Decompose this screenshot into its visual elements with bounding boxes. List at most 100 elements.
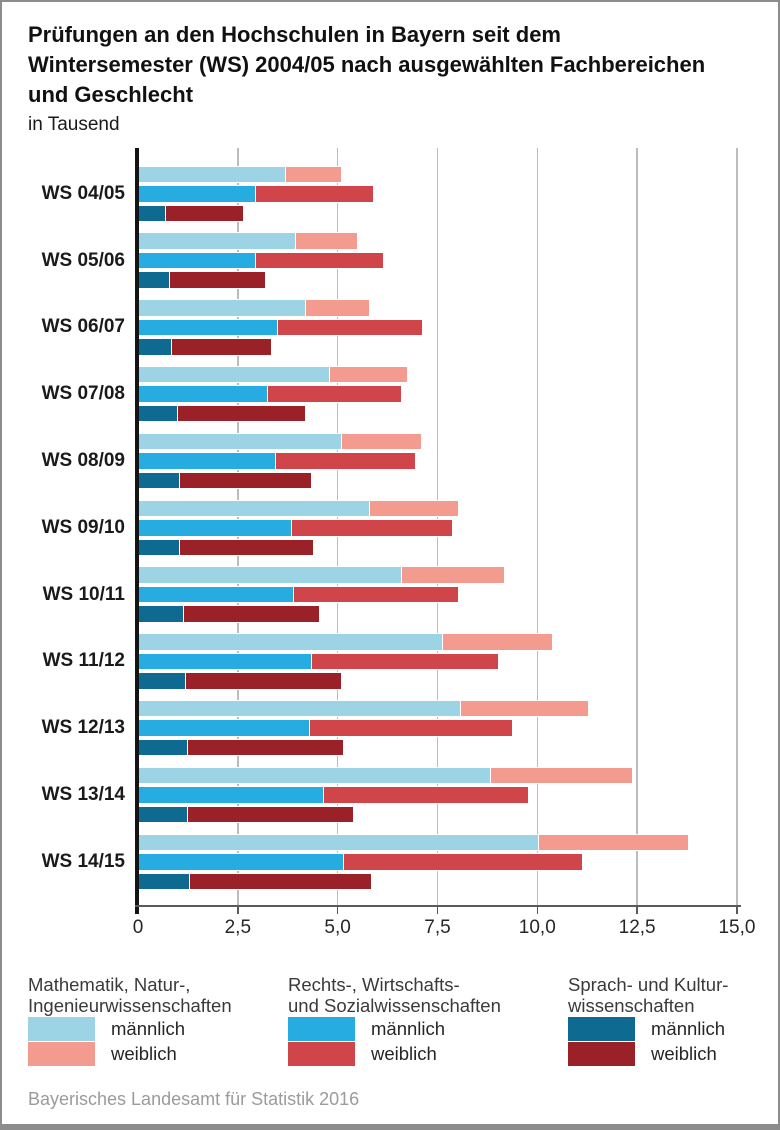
- bar-segment-weiblich: [343, 853, 584, 871]
- bar-segment-maennlich: [138, 699, 462, 718]
- bar-segment-weiblich: [165, 204, 244, 222]
- bar-segment-weiblich: [267, 385, 402, 403]
- legend-item-label: weiblich: [651, 1043, 717, 1064]
- bar-segment-weiblich: [323, 786, 530, 804]
- bar-segment-weiblich: [369, 499, 460, 517]
- legend-item: weiblich: [288, 1042, 540, 1066]
- legend-group-title: Sprach- und Kultur- wissenschaften: [568, 974, 729, 1016]
- bar-segment-weiblich: [285, 165, 342, 183]
- category-label: WS 07/08: [41, 383, 125, 405]
- bar-segment-weiblich: [255, 185, 374, 203]
- axis-tick: [736, 905, 738, 914]
- gridline: [536, 148, 539, 905]
- x-tick-label: 15,0: [718, 917, 756, 938]
- x-tick-label: 2,5: [224, 917, 252, 938]
- legend-item: männlich: [28, 1017, 280, 1041]
- legend-item-label: männlich: [651, 1018, 726, 1039]
- legend-swatch: [28, 1017, 95, 1041]
- page-title-line-3: und Geschlecht: [28, 82, 194, 107]
- axis-tick: [237, 905, 239, 914]
- legend-item-label: weiblich: [111, 1043, 177, 1064]
- axis-tick: [636, 905, 638, 914]
- category-label: WS 06/07: [41, 316, 125, 338]
- legend-item: männlich: [288, 1017, 540, 1041]
- page-title-line-1: Prüfungen an den Hochschulen in Bayern s…: [28, 22, 561, 47]
- legend-swatch: [28, 1042, 95, 1066]
- bar-segment-weiblich: [185, 672, 342, 690]
- legend-swatch: [288, 1042, 355, 1066]
- bar-segment-weiblich: [539, 833, 690, 851]
- bar-segment-weiblich: [305, 299, 370, 317]
- bar-segment-weiblich: [491, 766, 634, 785]
- frame-border-right: [778, 0, 780, 1130]
- x-tick-label: 10,0: [518, 917, 556, 938]
- bar-segment-weiblich: [179, 538, 314, 556]
- legend-item: weiblich: [28, 1042, 280, 1066]
- category-label: WS 14/15: [41, 850, 125, 872]
- legend-swatch: [568, 1042, 635, 1066]
- bar-segment-maennlich: [138, 833, 540, 851]
- x-tick-label: 0: [132, 917, 144, 938]
- frame-border-bottom: [0, 1124, 780, 1130]
- legend-item-label: weiblich: [371, 1043, 437, 1064]
- bar-segment-weiblich: [277, 318, 424, 337]
- bar-segment-weiblich: [341, 432, 422, 451]
- axis-tick: [536, 905, 539, 914]
- frame-border-top: [0, 0, 780, 2]
- legend-item-label: männlich: [111, 1018, 186, 1039]
- legend-swatch: [568, 1017, 635, 1041]
- legend-group: Sprach- und Kultur- wissenschaften männli…: [568, 974, 780, 1066]
- gridline: [736, 148, 738, 905]
- legend-group: Mathematik, Natur-, Ingenieurwissenschaf…: [28, 974, 280, 1066]
- legend-group: Rechts-, Wirtschafts- und Sozialwissensc…: [288, 974, 540, 1066]
- legend-item: weiblich: [568, 1042, 780, 1066]
- bar-segment-weiblich: [187, 805, 354, 824]
- bar-segment-weiblich: [187, 738, 344, 757]
- gridline: [636, 148, 638, 905]
- x-tick-label: 5,0: [324, 917, 351, 938]
- x-axis-line: [134, 905, 742, 907]
- category-label: WS 04/05: [41, 182, 125, 204]
- legend-group-title: Rechts-, Wirtschafts- und Sozialwissensc…: [288, 974, 501, 1016]
- legend-group-title: Mathematik, Natur-, Ingenieurwissenschaf…: [28, 974, 232, 1016]
- bar-segment-weiblich: [443, 633, 554, 651]
- category-label: WS 08/09: [41, 449, 125, 471]
- legend-item: männlich: [568, 1017, 780, 1041]
- bar-segment-weiblich: [291, 519, 454, 537]
- source-note: Bayerisches Landesamt für Statistik 2016: [28, 1089, 360, 1109]
- bar-segment-weiblich: [461, 699, 590, 718]
- chart-header: Prüfungen an den Hochschulen in Bayern s…: [28, 20, 763, 138]
- bar-segment-weiblich: [177, 404, 306, 423]
- bar-segment-weiblich: [311, 652, 500, 671]
- bar-segment-weiblich: [309, 719, 514, 737]
- bar-segment-weiblich: [293, 585, 460, 604]
- category-label: WS 05/06: [41, 249, 125, 271]
- category-label: WS 09/10: [41, 516, 125, 538]
- x-tick-label: 7,5: [424, 917, 451, 938]
- axis-tick: [436, 905, 439, 914]
- bar-segment-weiblich: [171, 338, 272, 356]
- bar-segment-weiblich: [189, 872, 372, 890]
- bar-segment-weiblich: [179, 471, 312, 490]
- chart-subtitle: in Tausend: [28, 114, 120, 135]
- bar-chart: 0 2,5 5,0 7,5 10,0 12,5 15,0 WS 04/05 WS 05/06 WS…: [41, 148, 756, 938]
- legend-swatch: [288, 1017, 355, 1041]
- category-label: WS 12/13: [41, 717, 125, 739]
- category-label: WS 10/11: [42, 583, 125, 605]
- legend-item-label: männlich: [371, 1018, 446, 1039]
- bar-segment-weiblich: [275, 452, 416, 470]
- category-label: WS 11/12: [42, 650, 125, 672]
- bar-segment-weiblich: [295, 232, 358, 250]
- bar-segment-weiblich: [255, 251, 384, 270]
- bar-segment-weiblich: [329, 365, 408, 384]
- bar-segment-weiblich: [169, 271, 266, 289]
- bar-segment-maennlich: [138, 766, 492, 785]
- category-label: WS 13/14: [41, 783, 125, 805]
- bar-segment-maennlich: [138, 633, 444, 651]
- x-tick-label: 12,5: [618, 917, 656, 938]
- page-title-line-2: Wintersemester (WS) 2004/05 nach ausgewä…: [28, 52, 706, 77]
- zero-axis-line: [134, 148, 139, 914]
- axis-tick: [336, 905, 339, 914]
